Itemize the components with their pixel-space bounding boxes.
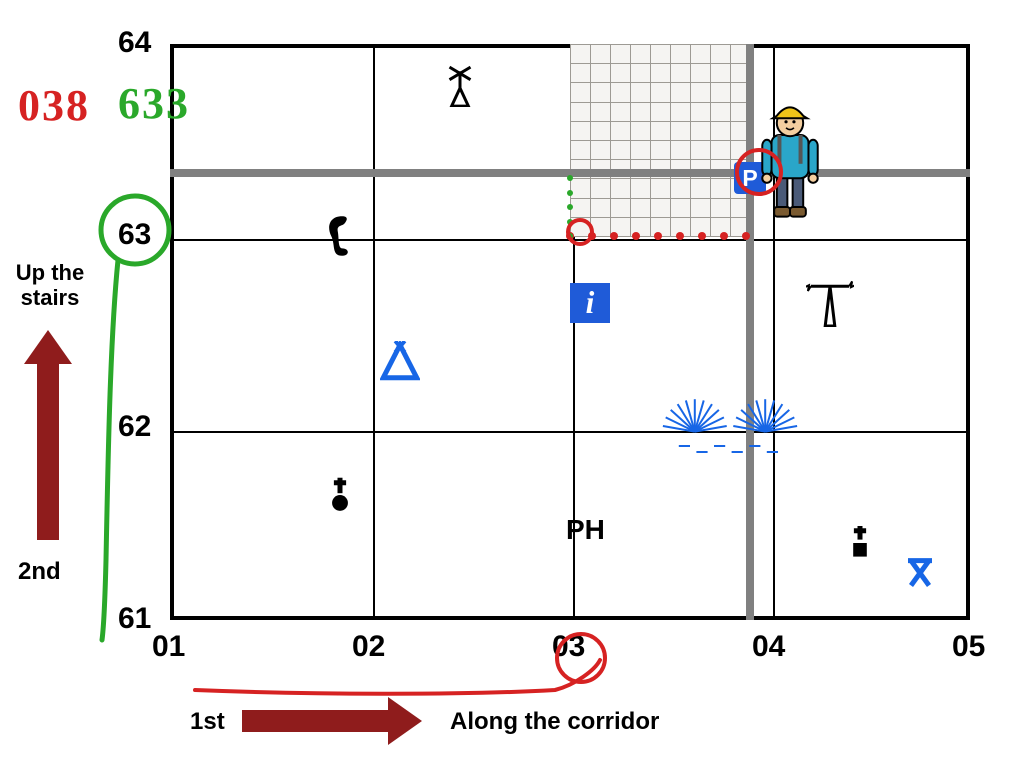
canvas: 01 02 03 04 05 61 62 63 64 Up the stairs 2nd 1s… <box>0 0 1024 768</box>
symbol-church-sq <box>843 526 877 560</box>
symbol-campsite <box>380 341 420 381</box>
annotation-dot <box>676 232 684 240</box>
symbol-marsh <box>650 392 810 464</box>
right-arrow-icon <box>242 696 422 746</box>
x-tick: 05 <box>952 630 985 664</box>
y-tick: 62 <box>118 410 151 444</box>
annotation-dot <box>720 232 728 240</box>
symbol-windmill <box>439 65 481 107</box>
x-tick: 04 <box>752 630 785 664</box>
annotation-dot <box>632 232 640 240</box>
symbol-phone <box>318 214 362 258</box>
symbol-picnic <box>905 557 935 587</box>
annotation-dot <box>567 219 573 225</box>
y-tick: 61 <box>118 602 151 636</box>
x-tick: 03 <box>552 630 585 664</box>
x-axis-ordinal: 1st <box>190 708 225 736</box>
x-axis-guide-label: Along the corridor <box>450 708 659 736</box>
y-tick: 63 <box>118 218 151 252</box>
symbol-ph: PH <box>566 514 605 546</box>
annotation-dot <box>698 232 706 240</box>
annotation-dot <box>588 232 596 240</box>
subgrid-tenths <box>570 44 750 236</box>
symbol-hiker <box>757 99 823 219</box>
up-arrow-icon <box>18 330 78 540</box>
symbol-info: i <box>570 283 610 323</box>
annotation-dot <box>742 232 750 240</box>
crosshair-vertical <box>746 44 754 620</box>
y-axis-ordinal: 2nd <box>18 558 61 586</box>
y-axis-guide-label: Up the stairs <box>0 260 100 311</box>
x-tick: 01 <box>152 630 185 664</box>
handwritten-northing: 633 <box>118 78 190 129</box>
symbol-mast <box>806 279 854 327</box>
annotation-dot <box>567 190 573 196</box>
symbol-church-dot <box>322 477 358 513</box>
annotation-dot <box>610 232 618 240</box>
y-tick: 64 <box>118 26 151 60</box>
annotation-dot <box>654 232 662 240</box>
annotation-dot <box>567 233 573 239</box>
x-tick: 02 <box>352 630 385 664</box>
handwritten-easting: 038 <box>18 80 90 131</box>
